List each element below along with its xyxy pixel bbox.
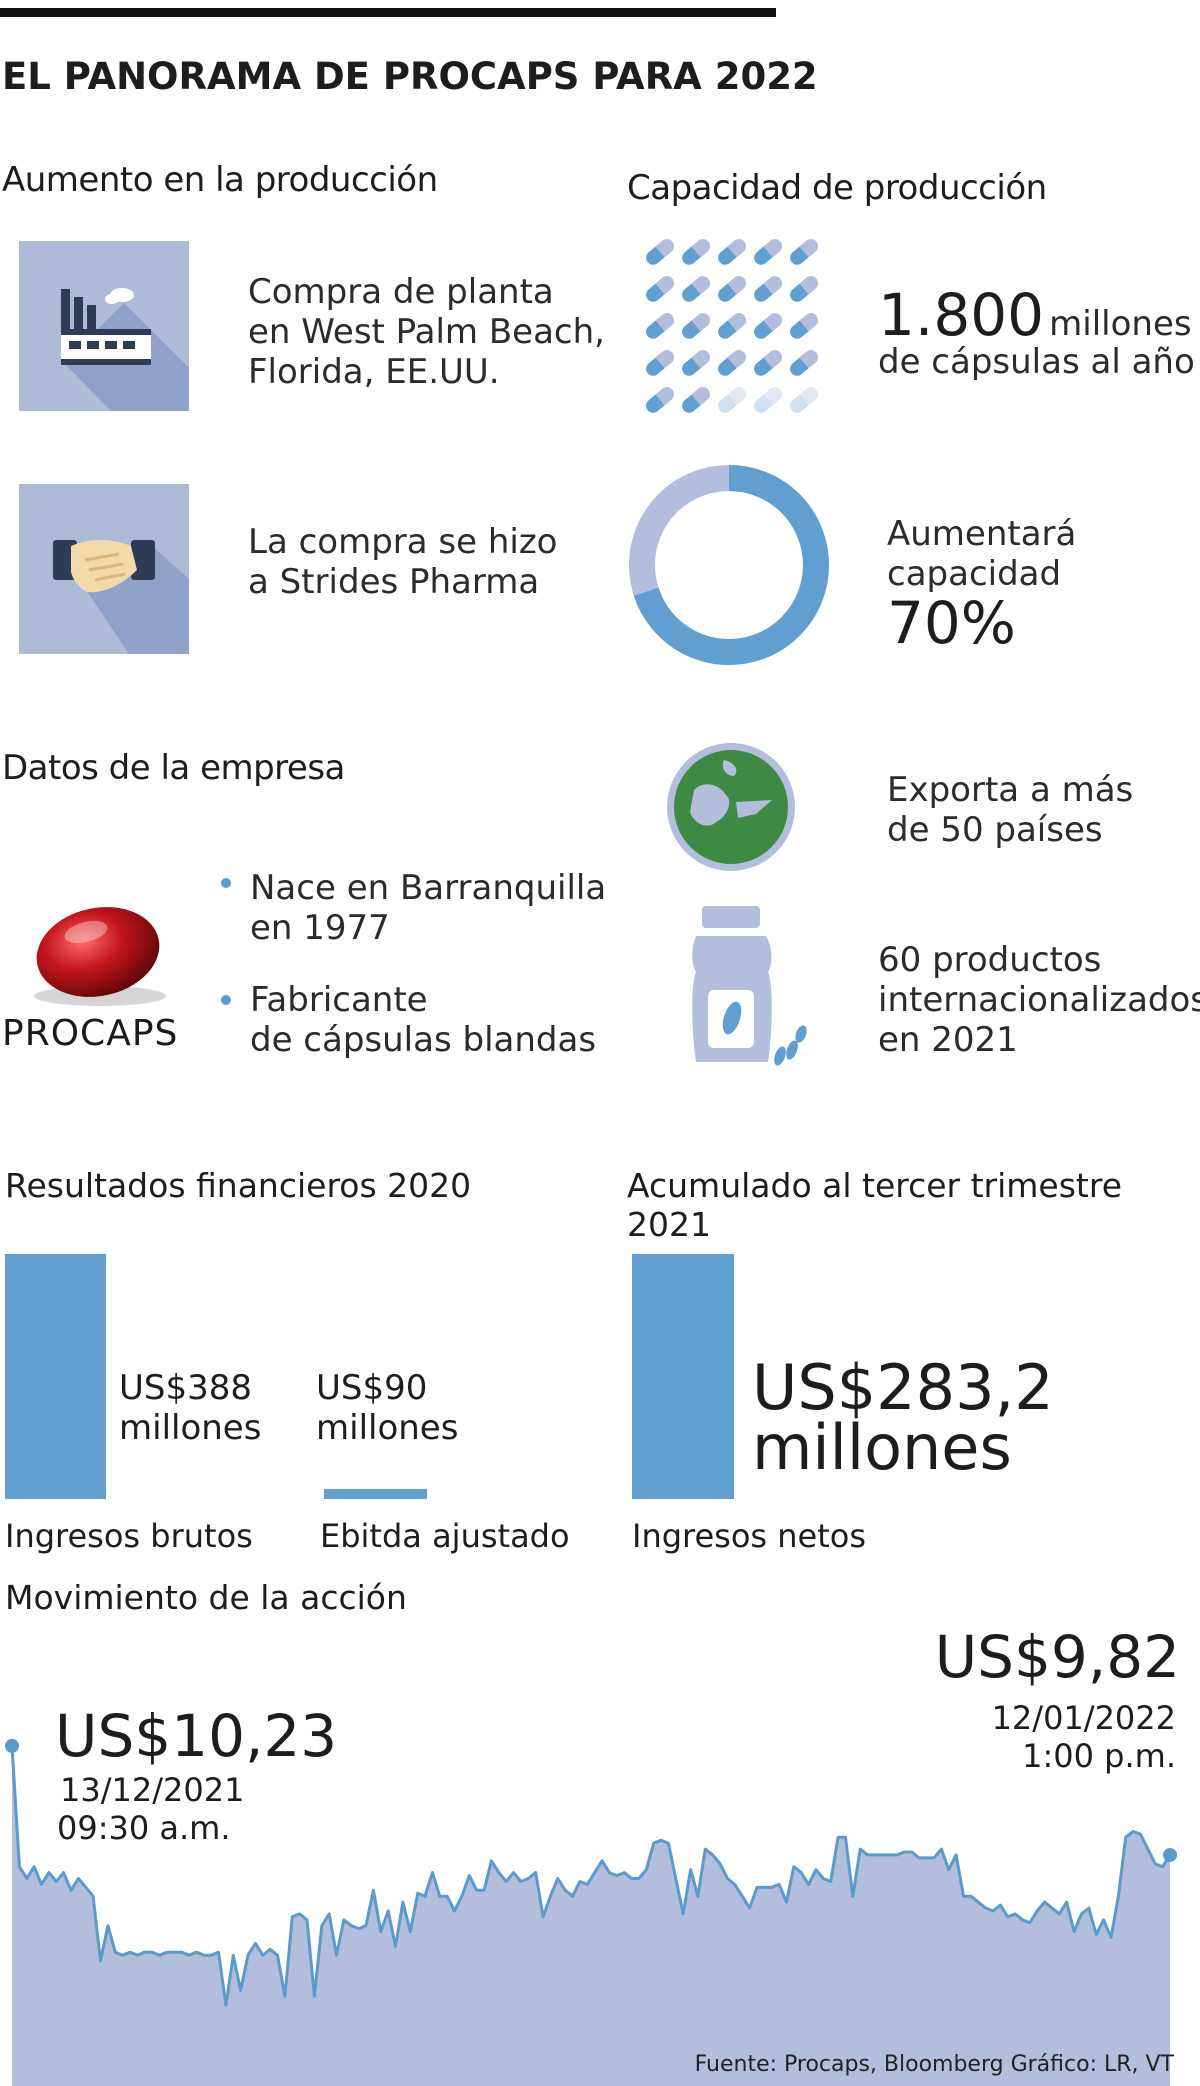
globe-icon (667, 743, 795, 871)
procaps-logo-text: PROCAPS (2, 1013, 179, 1054)
start-time: 09:30 a.m. (57, 1809, 231, 1847)
ingresos-netos-value: US$283,2 millones (752, 1351, 1054, 1484)
ebitda-ajustado-label: Ebitda ajustado (320, 1517, 570, 1555)
planta-text: Compra de planta en West Palm Beach, Flo… (248, 272, 605, 392)
capsule-icon (754, 276, 782, 302)
capsule-icon (646, 387, 674, 413)
capsule-icon (646, 276, 674, 302)
capsule-icon (682, 276, 710, 302)
capsulas-number: 1.800 (878, 281, 1045, 349)
capsule-icon (790, 239, 818, 265)
capsule-icon (646, 239, 674, 265)
start-date: 13/12/2021 (60, 1771, 245, 1809)
ingresos-netos-label: Ingresos netos (632, 1517, 867, 1555)
fabricante-text: Fabricante de cápsulas blandas (250, 980, 597, 1060)
capsule-icon (754, 387, 782, 413)
capacidad-donut-chart (629, 465, 829, 665)
capsule-icon (790, 313, 818, 339)
stock-area (12, 1745, 1170, 2086)
capsulas-line2: de cápsulas al año (878, 342, 1195, 382)
source-note: Fuente: Procaps, Bloomberg Gráfico: LR, … (694, 2052, 1174, 2077)
capsule-icon (718, 350, 746, 376)
stock-line (10, 1745, 1172, 2007)
capsule-icon (754, 239, 782, 265)
capsulas-unit: millones (1049, 304, 1192, 344)
capsule-icon (718, 387, 746, 413)
ebitda-ajustado-value: US$90 millones (316, 1368, 459, 1448)
section-accion-heading: Movimiento de la acción (5, 1578, 407, 1617)
section-financieros-heading: Resultados financieros 2020 (5, 1166, 472, 1205)
start-point-marker (5, 1738, 19, 1753)
bar-ingresos-brutos (5, 1254, 106, 1499)
ingresos-brutos-label: Ingresos brutos (5, 1517, 253, 1555)
handshake-icon (19, 484, 189, 654)
bar-ebitda-ajustado (324, 1488, 427, 1499)
capsule-icon (718, 313, 746, 339)
ingresos-brutos-value: US$388 millones (119, 1368, 262, 1448)
section-empresa-heading: Datos de la empresa (2, 748, 345, 788)
top-rule (0, 8, 776, 17)
stock-area-chart (5, 1738, 1177, 2086)
capsule-icon (718, 239, 746, 265)
section-capacidad-heading: Capacidad de producción (627, 168, 1047, 208)
capsule-icon (682, 350, 710, 376)
capsule-icon (790, 276, 818, 302)
start-price: US$10,23 (55, 1702, 338, 1770)
capsule-grid-icon (646, 239, 818, 413)
aumento-text: Aumentará capacidad (887, 514, 1077, 594)
end-date: 12/01/2022 (991, 1699, 1176, 1737)
capsule-icon (790, 387, 818, 413)
exporta-text: Exporta a más de 50 países (887, 770, 1134, 850)
capsule-icon (682, 313, 710, 339)
capsule-icon (646, 313, 674, 339)
bar-ingresos-netos (632, 1254, 734, 1499)
section-acumulado-heading: Acumulado al tercer trimestre 2021 (627, 1166, 1122, 1244)
capsule-icon (754, 313, 782, 339)
bullet-dot (221, 995, 231, 1005)
factory-icon (19, 241, 189, 411)
capsule-icon (790, 350, 818, 376)
capsule-icon (754, 350, 782, 376)
capsule-icon (682, 239, 710, 265)
strides-text: La compra se hizo a Strides Pharma (248, 522, 558, 602)
capsule-icon (646, 350, 674, 376)
aumento-value: 70% (887, 589, 1016, 657)
end-time: 1:00 p.m. (1022, 1737, 1176, 1775)
capsule-icon (682, 387, 710, 413)
capsule-icon (718, 276, 746, 302)
page-title: EL PANORAMA DE PROCAPS PARA 2022 (2, 55, 818, 98)
end-point-marker (1163, 1847, 1177, 1862)
section-produccion-heading: Aumento en la producción (2, 160, 438, 200)
capsulas-value: 1.800 millones (878, 284, 1192, 346)
end-price: US$9,82 (934, 1623, 1180, 1691)
donut-arc (629, 465, 829, 665)
procaps-capsule-logo-icon (34, 907, 166, 1006)
barranquilla-text: Nace en Barranquilla en 1977 (250, 868, 607, 948)
pill-bottle-icon (692, 906, 807, 1066)
bullet-dot (221, 878, 231, 888)
productos-text: 60 productos internacionalizados en 2021 (878, 940, 1200, 1060)
